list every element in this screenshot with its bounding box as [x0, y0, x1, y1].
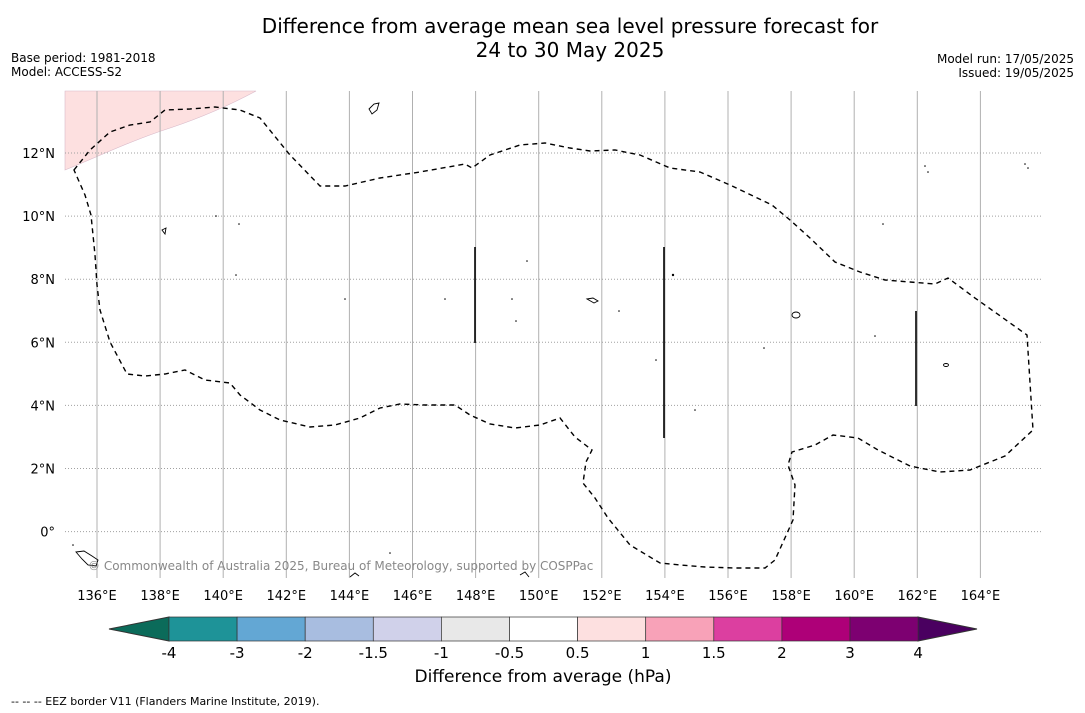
island [763, 347, 765, 349]
island [791, 311, 801, 319]
colorbar-tick-label: -0.5 [495, 644, 524, 662]
island [526, 260, 528, 262]
longitude-label: 160°E [834, 589, 874, 604]
island [618, 310, 620, 312]
latitude-labels: 12°N 10°N 8°N 6°N 4°N 2°N 0° [22, 147, 55, 541]
run-info: Model run: 17/05/2025 Issued: 19/05/2025 [937, 52, 1074, 80]
colorbar-tick-label: 1 [641, 644, 651, 662]
map-title: Difference from average mean sea level p… [0, 14, 1085, 62]
island [389, 552, 391, 554]
colorbar-segment [781, 616, 851, 642]
colorbar-segment [372, 616, 442, 642]
latitude-label: 0° [40, 526, 55, 541]
colorbar-over-arrow [917, 616, 978, 642]
latitude-label: 8°N [31, 273, 56, 288]
latitude-label: 4°N [31, 399, 56, 414]
longitude-label: 148°E [456, 589, 496, 604]
island [368, 102, 380, 115]
map-panel: © Commonwealth of Australia 2025, Bureau… [22, 90, 1042, 604]
island [694, 409, 696, 411]
island [444, 298, 446, 300]
colorbar-segment [304, 616, 374, 642]
island [235, 274, 237, 276]
island [349, 572, 360, 578]
island [519, 571, 530, 578]
colorbar-segment [577, 616, 647, 642]
island [511, 298, 513, 300]
colorbar-tick-label: -4 [162, 644, 177, 662]
longitude-label: 164°E [961, 589, 1001, 604]
model-run-text: Model run: 17/05/2025 [936, 52, 1074, 66]
copyright-text: © Commonwealth of Australia 2025, Bureau… [88, 559, 593, 573]
footnote-text: -- -- -- EEZ border V11 (Flanders Marine… [11, 695, 320, 708]
island [72, 544, 74, 546]
gridlines [65, 91, 1042, 578]
longitude-label: 154°E [645, 589, 685, 604]
longitude-labels: 136°E 138°E 140°E 142°E 144°E 146°E 148°E 150°E… [77, 589, 1000, 604]
colorbar-segment [849, 616, 919, 642]
longitude-label: 136°E [77, 589, 117, 604]
model-info: Base period: 1981-2018 Model: ACCESS-S2 [11, 51, 156, 79]
colorbar-title: Difference from average (hPa) [414, 667, 672, 687]
island [215, 215, 217, 217]
colorbar-segment [713, 616, 783, 642]
island [161, 227, 167, 236]
island [943, 363, 949, 367]
latitude-label: 10°N [22, 210, 55, 225]
colorbar-segment [645, 616, 715, 642]
colorbar: -4 -3 -2 -1.5 -1 -0.5 0.5 1 1.5 2 3 4 [108, 616, 978, 662]
island [344, 298, 346, 300]
island [585, 297, 599, 304]
colorbar-segment [441, 616, 510, 642]
base-period-text: Base period: 1981-2018 [11, 51, 156, 65]
island [515, 320, 517, 322]
island [671, 273, 675, 277]
island [75, 550, 99, 567]
model-name-text: Model: ACCESS-S2 [11, 65, 123, 79]
longitude-label: 152°E [582, 589, 622, 604]
island [238, 223, 240, 225]
longitude-label: 144°E [330, 589, 370, 604]
latitude-label: 12°N [22, 147, 55, 162]
longitude-label: 150°E [519, 589, 559, 604]
island [924, 165, 926, 167]
colorbar-tick-label: 2 [777, 644, 787, 662]
colorbar-tick-label: -2 [298, 644, 313, 662]
island [927, 171, 929, 173]
island-outlines [75, 102, 949, 578]
colorbar-segments [168, 616, 919, 642]
island-dots [72, 163, 1029, 554]
colorbar-tick-label: 4 [913, 644, 923, 662]
colorbar-tick-label: 1.5 [702, 644, 726, 662]
longitude-label: 138°E [140, 589, 180, 604]
island [1024, 163, 1026, 165]
title-line-2: 24 to 30 May 2025 [475, 38, 665, 62]
longitude-label: 158°E [771, 589, 811, 604]
latitude-label: 6°N [31, 336, 56, 351]
longitude-label: 162°E [898, 589, 938, 604]
latitude-label: 2°N [31, 463, 56, 478]
island [874, 335, 876, 337]
colorbar-segment [236, 616, 306, 642]
colorbar-tick-label: 3 [845, 644, 855, 662]
longitude-label: 146°E [393, 589, 433, 604]
colorbar-tick-label: -1.5 [359, 644, 388, 662]
island [882, 223, 884, 225]
title-line-1: Difference from average mean sea level p… [261, 14, 879, 38]
colorbar-segment [168, 616, 238, 642]
colorbar-under-arrow [108, 616, 170, 642]
island [1027, 167, 1029, 169]
island [655, 359, 657, 361]
colorbar-segment [509, 616, 578, 642]
longitude-label: 142°E [267, 589, 307, 604]
issued-text: Issued: 19/05/2025 [958, 66, 1074, 80]
colorbar-tick-labels: -4 -3 -2 -1.5 -1 -0.5 0.5 1 1.5 2 3 4 [162, 644, 923, 662]
colorbar-tick-label: -1 [434, 644, 449, 662]
eez-boundary [73, 106, 1034, 569]
colorbar-tick-label: -3 [230, 644, 245, 662]
longitude-label: 140°E [203, 589, 243, 604]
colorbar-tick-label: 0.5 [566, 644, 590, 662]
longitude-label: 156°E [708, 589, 748, 604]
